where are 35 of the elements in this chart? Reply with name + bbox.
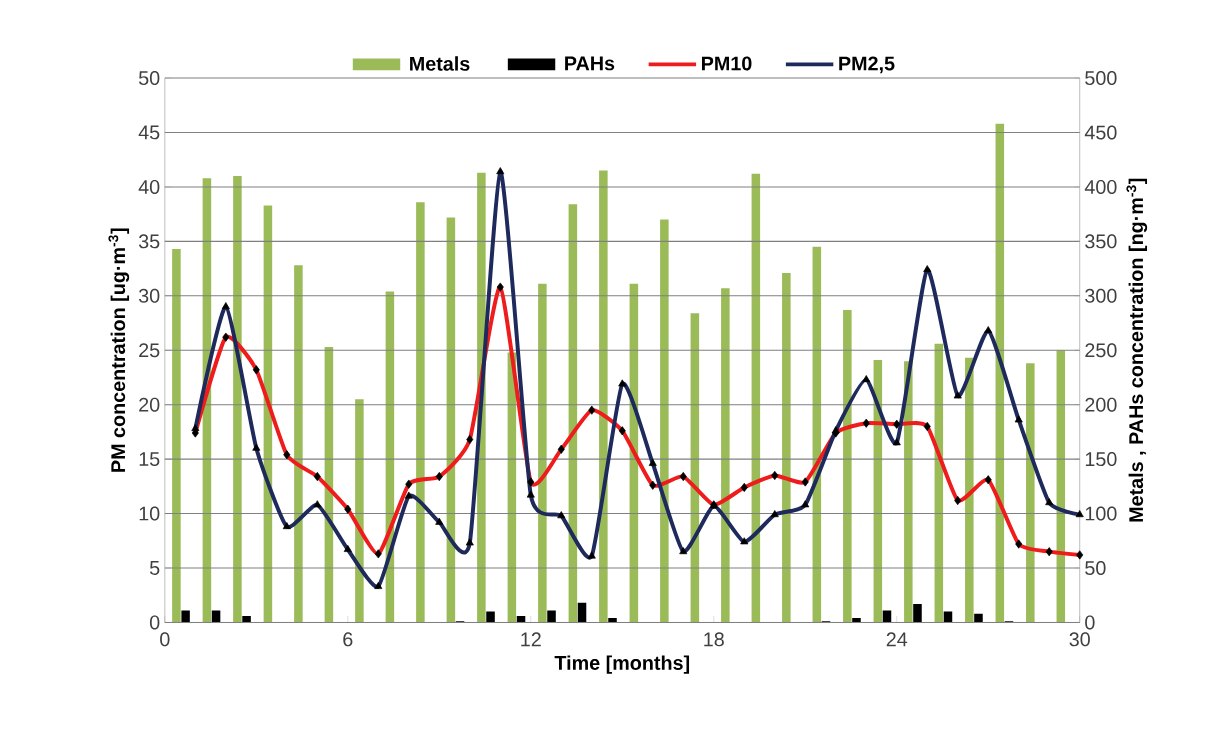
x-tick-label: 12 — [521, 632, 541, 647]
y2-tick-label: 500 — [1085, 71, 1117, 85]
y-tick-label: 40 — [138, 179, 160, 194]
x-tick-label: 24 — [886, 632, 908, 647]
y2-tick-label: 350 — [1085, 234, 1117, 249]
y-tick-label: 45 — [138, 125, 160, 140]
legend-label: PM2,5 — [839, 56, 895, 74]
legend-label: Metals — [410, 56, 470, 71]
y2-tick-label: 250 — [1085, 343, 1117, 358]
y2-tick-label: 200 — [1085, 397, 1117, 412]
y2-tick-label: 100 — [1085, 506, 1117, 521]
legend-label: PAHs — [565, 56, 615, 71]
y-tick-label: 15 — [139, 452, 160, 466]
x-tick-label: 6 — [343, 632, 353, 647]
y-tick-label: 20 — [139, 397, 160, 412]
y-tick-label: 0 — [149, 615, 160, 630]
y2-tick-label: 300 — [1085, 288, 1117, 303]
x-tick-label: 30 — [1069, 632, 1090, 647]
x-tick-label: 18 — [704, 632, 724, 647]
y-tick-label: 30 — [138, 288, 160, 303]
y-tick-label: 50 — [138, 71, 160, 85]
x-tick-label: 0 — [160, 632, 170, 647]
y-tick-label: 35 — [138, 234, 160, 249]
y2-tick-label: 150 — [1085, 452, 1117, 467]
y-tick-label: 10 — [139, 506, 160, 521]
y2-tick-label: 50 — [1085, 560, 1106, 575]
y2-tick-label: 450 — [1084, 125, 1117, 140]
y-tick-label: 25 — [139, 343, 160, 358]
y-tick-label: 5 — [149, 561, 160, 575]
legend-label: PM10 — [702, 56, 752, 71]
text: Metals , PAHs concentration [ng·m$^{-3}$] — [1126, 178, 1148, 522]
y2-tick-label: 0 — [1085, 615, 1095, 630]
text: PM concentration [ug·m$^{-3}$] — [108, 228, 130, 472]
y2-tick-label: 400 — [1084, 179, 1117, 194]
x-axis-title: Time [months] — [554, 655, 690, 674]
